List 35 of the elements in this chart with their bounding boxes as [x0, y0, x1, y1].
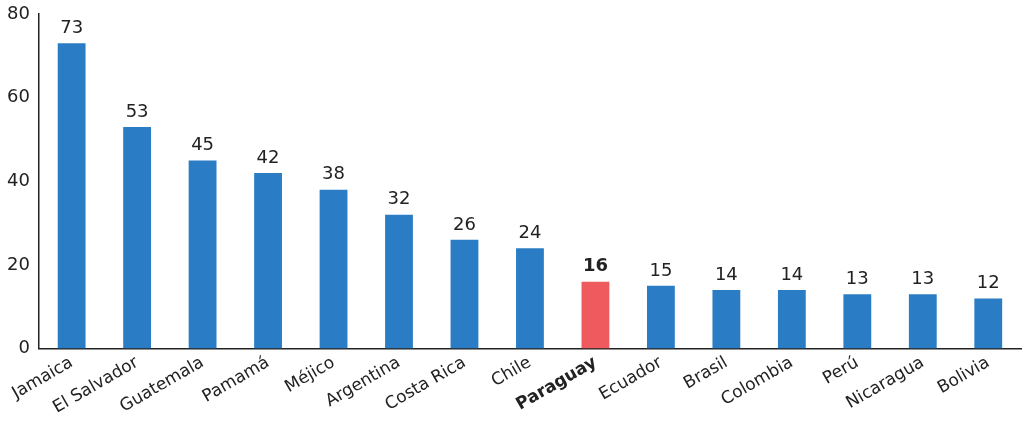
y-tick-label: 0	[18, 336, 30, 358]
bar	[908, 294, 937, 349]
bar	[319, 189, 348, 349]
data-label: 13	[845, 266, 869, 288]
y-tick-label: 40	[7, 168, 30, 190]
bar	[385, 214, 413, 349]
data-label: 38	[322, 162, 345, 184]
bar	[123, 126, 152, 349]
data-label: 14	[714, 262, 738, 284]
data-label: 45	[191, 133, 215, 155]
bar	[712, 290, 741, 349]
bar	[188, 160, 217, 349]
bar	[450, 239, 479, 349]
data-label: 15	[649, 258, 673, 280]
data-label: 42	[256, 145, 280, 167]
data-label: 13	[911, 266, 935, 288]
bar	[974, 298, 1003, 349]
data-label: 26	[453, 212, 476, 234]
bar	[254, 172, 282, 349]
y-tick-label: 80	[7, 1, 30, 23]
data-label: 14	[780, 262, 804, 284]
y-tick-label: 20	[7, 252, 30, 274]
data-label: 32	[387, 187, 411, 209]
bar	[777, 290, 806, 349]
bar	[843, 294, 872, 349]
bar	[581, 281, 610, 349]
data-label: 73	[60, 15, 84, 37]
data-label: 16	[582, 254, 608, 276]
y-tick-label: 60	[7, 85, 30, 107]
data-label: 12	[976, 271, 1000, 293]
data-label: 24	[518, 220, 542, 242]
bar	[516, 248, 544, 349]
bar	[57, 43, 86, 349]
data-label: 53	[125, 99, 149, 121]
bar	[646, 285, 675, 349]
